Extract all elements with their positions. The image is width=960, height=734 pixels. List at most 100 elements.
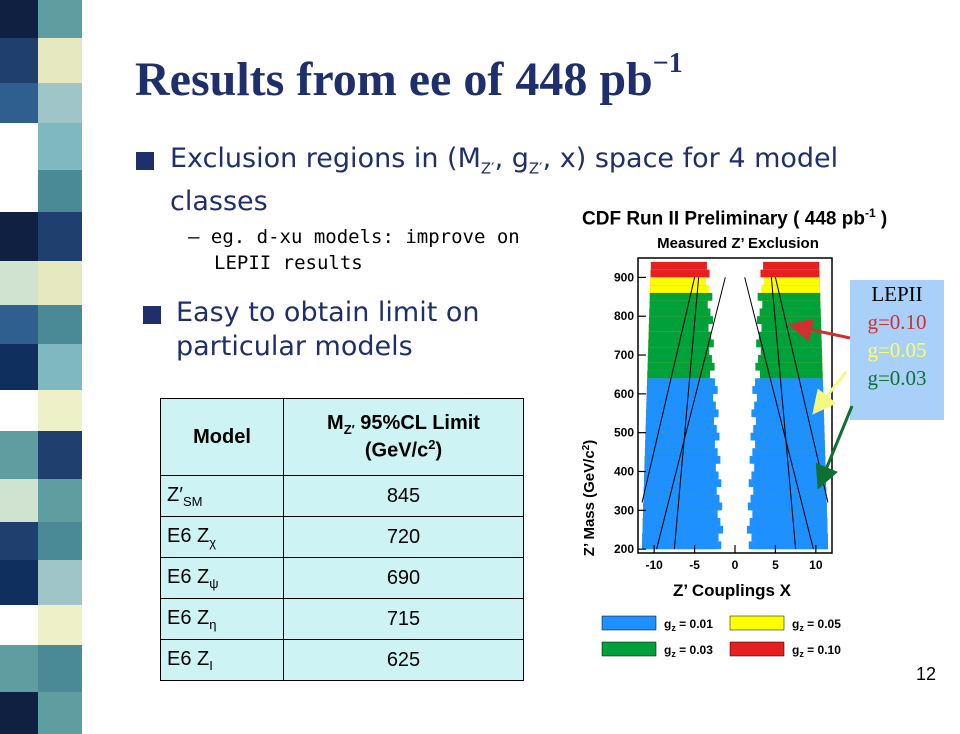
exclusion-band-cell <box>750 432 825 441</box>
y-tick-label: 800 <box>614 309 634 323</box>
exclusion-band-cell <box>754 463 826 472</box>
exclusion-band-cell <box>646 401 716 410</box>
decorative-side-strip <box>0 0 110 734</box>
exclusion-band-cell <box>646 393 714 402</box>
page-number: 12 <box>916 664 937 684</box>
exclusion-band-cell <box>760 347 822 356</box>
strip-block <box>0 692 38 734</box>
table-row: E6 Zχ 720 <box>160 516 524 558</box>
slide-title: Results from ee of 448 pb−1 <box>135 48 683 106</box>
exclusion-band-cell <box>747 502 827 511</box>
exclusion-band-cell <box>643 487 717 495</box>
strip-block <box>0 431 38 479</box>
lepii-arrows <box>788 320 854 490</box>
strip-block <box>0 123 38 170</box>
strip-block <box>0 83 38 123</box>
strip-block <box>38 605 82 645</box>
x-tick-label: 0 <box>732 558 739 572</box>
exclusion-band-cell <box>647 362 715 371</box>
exclusion-band-cell <box>648 331 712 340</box>
strip-block <box>0 305 38 344</box>
bullet-exclusion-regions: Exclusion regions in (MZ′, gZ′, x) space… <box>170 143 839 218</box>
exclusion-band-cell <box>645 424 717 433</box>
strip-block <box>0 344 38 390</box>
strip-block <box>0 170 38 212</box>
exclusion-band-cell <box>755 362 823 371</box>
exclusion-band-cell <box>645 417 715 425</box>
exclusion-band-cell <box>642 518 721 526</box>
y-tick-label: 200 <box>614 542 634 556</box>
x-tick-label: -5 <box>689 558 700 572</box>
strip-block <box>0 479 38 522</box>
lepii-limit-line <box>744 277 814 550</box>
exclusion-plot: Measured Z’ Exclusion 200 300 400 500 600 700… <box>581 235 841 658</box>
exclusion-band-cell <box>748 541 828 550</box>
x-tick-label: 10 <box>809 558 823 572</box>
strip-block <box>38 522 82 560</box>
strip-edge <box>84 0 108 720</box>
exclusion-band-cell <box>755 378 823 387</box>
exclusion-band-cell <box>752 386 824 394</box>
exclusion-band-cell <box>756 339 822 348</box>
header-model: Model <box>160 398 284 476</box>
arrow-g-003 <box>815 405 854 490</box>
y-tick-label: 500 <box>614 426 634 440</box>
model-cell: E6 Zχ <box>160 516 284 558</box>
exclusion-band-cell <box>642 525 724 534</box>
strip-block <box>0 261 38 305</box>
legend-swatch <box>729 641 785 657</box>
strip-block <box>0 560 38 605</box>
limits-table: Model MZ′ 95%CL Limit (GeV/c2) Z′SM 845 E6… <box>160 398 524 681</box>
exclusion-band-cell <box>759 308 821 317</box>
exclusion-band-cell <box>643 479 722 488</box>
exclusion-band-cell <box>642 533 719 542</box>
exclusion-band-cell <box>762 300 821 309</box>
lepii-limit-line <box>673 277 700 550</box>
strip-block <box>38 38 82 83</box>
exclusion-band-cell <box>650 269 710 278</box>
exclusion-band-cell <box>761 285 820 293</box>
strip-block <box>38 344 82 390</box>
x-axis-label: Z’ Couplings X <box>673 581 792 600</box>
legend-label: gz = 0.05 <box>792 617 841 633</box>
exclusion-band-cell <box>751 533 828 542</box>
strip-block <box>38 479 82 522</box>
exclusion-band-cell <box>757 292 821 301</box>
strip-block <box>38 692 82 734</box>
y-tick-label: 300 <box>614 503 634 517</box>
bullet-marker <box>143 306 161 324</box>
model-cell: E6 ZI <box>160 639 284 681</box>
exclusion-band-cell <box>650 277 707 286</box>
limit-cell: 715 <box>283 598 524 640</box>
y-axis-label: Z’ Mass (GeV/c2) <box>581 440 598 556</box>
strip-block <box>0 390 38 431</box>
exclusion-band-cell <box>763 261 820 270</box>
exclusion-band-cell <box>643 510 718 519</box>
exclusion-band-cell <box>760 269 820 278</box>
lepii-limit-line <box>656 277 726 550</box>
table-row: E6 ZI 625 <box>160 639 524 681</box>
y-tick-label: 700 <box>614 348 634 362</box>
strip-block <box>38 212 82 261</box>
exclusion-band-cell <box>649 300 708 309</box>
strip-block <box>38 390 82 431</box>
model-cell: E6 Zη <box>160 598 284 640</box>
exclusion-band-cell <box>763 277 820 286</box>
exclusion-band-cell <box>642 541 722 550</box>
header-limit: MZ′ 95%CL Limit (GeV/c2) <box>283 398 524 476</box>
exclusion-band-cell <box>755 417 825 425</box>
limit-cell: 720 <box>283 516 524 558</box>
y-tick-label: 900 <box>614 270 634 284</box>
sub-bullet-dxu-models: – eg. d-xu models: improve on LEPII resu… <box>188 226 520 274</box>
strip-block <box>38 431 82 479</box>
bullet-easy-limit: Easy to obtain limit on particular model… <box>176 297 480 362</box>
strip-block <box>0 645 38 692</box>
exclusion-band-cell <box>645 440 715 449</box>
lepii-title: LEPII <box>871 282 923 306</box>
exclusion-band-cell <box>646 386 718 394</box>
exclusion-band-cell <box>648 347 710 356</box>
exclusion-band-cell <box>647 355 712 363</box>
strip-block <box>38 170 82 212</box>
exclusion-band-cell <box>648 323 709 332</box>
exclusion-band-cell <box>752 510 827 519</box>
